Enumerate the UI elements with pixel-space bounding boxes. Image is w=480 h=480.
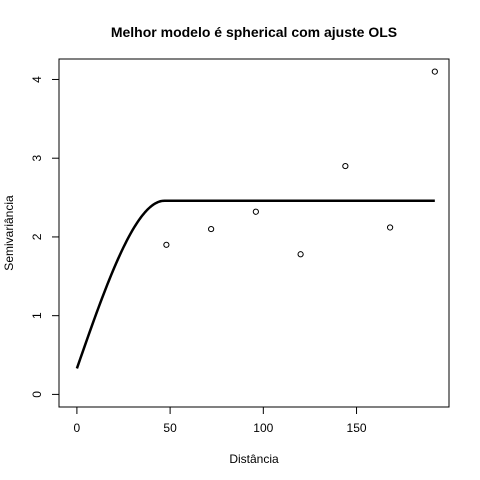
data-points-layer xyxy=(163,68,438,258)
y-tick-label: 1 xyxy=(30,312,44,319)
x-tick-label: 100 xyxy=(253,421,273,435)
y-tick-label: 2 xyxy=(30,233,44,240)
data-point xyxy=(386,224,394,231)
y-tick-label: 3 xyxy=(30,155,44,162)
model-curve-layer xyxy=(75,199,435,369)
x-tick-label: 0 xyxy=(74,421,81,435)
spherical-model-curve xyxy=(75,199,435,369)
chart-title: Melhor modelo é spherical com ajuste OLS xyxy=(111,24,397,40)
data-point xyxy=(342,162,349,170)
data-point xyxy=(297,251,304,258)
y-tick-label: 0 xyxy=(30,391,44,398)
data-point xyxy=(431,68,438,75)
data-point xyxy=(252,208,259,215)
data-point xyxy=(163,241,170,248)
y-axis: 0 1 2 3 4 xyxy=(30,76,60,398)
x-tick-label: 150 xyxy=(347,421,367,435)
y-tick-label: 4 xyxy=(30,76,44,83)
x-axis: 0 50 100 150 xyxy=(74,406,367,435)
data-point xyxy=(208,225,215,233)
x-tick-label: 50 xyxy=(163,421,177,435)
y-axis-label: Semivariância xyxy=(2,195,16,271)
x-axis-label: Distância xyxy=(229,452,279,466)
